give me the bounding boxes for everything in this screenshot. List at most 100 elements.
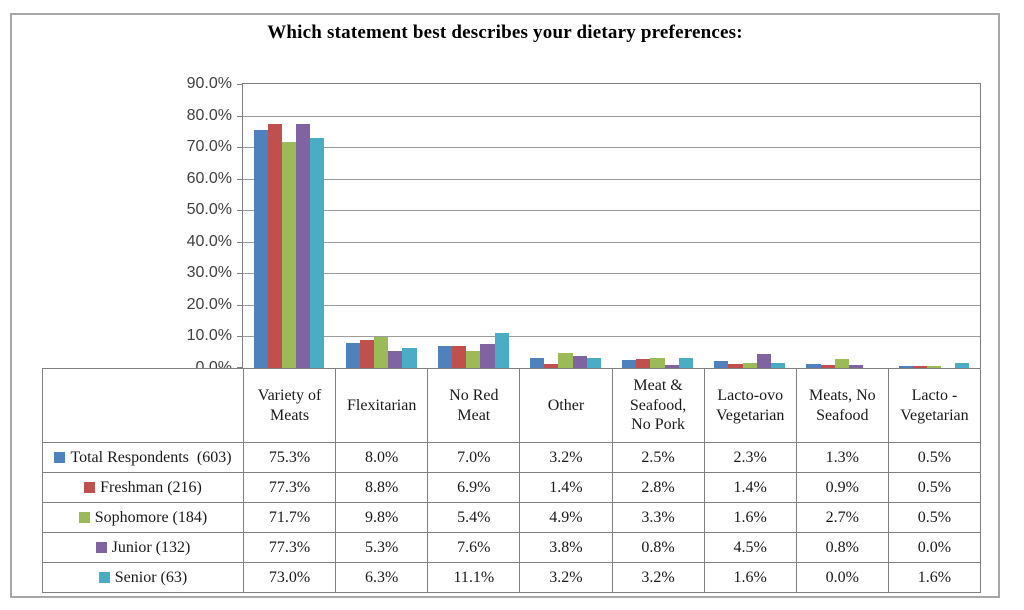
y-axis-label: 70.0% [186, 138, 232, 155]
bar-s2-c7 [926, 366, 942, 368]
value-cell-s0-c3: 3.2% [519, 442, 613, 473]
value-cell-s4-c0: 73.0% [242, 562, 337, 593]
legend-series-name: Junior (132) [111, 538, 191, 556]
category-header-3: Other [519, 368, 613, 443]
bar-s3-c5 [756, 353, 771, 368]
category-header-0: Variety of Meats [242, 368, 337, 443]
value-cell-s3-c5: 4.5% [703, 532, 797, 563]
y-axis-tick [237, 210, 243, 211]
value-cell-s3-c0: 77.3% [242, 532, 337, 563]
legend-swatch-icon [84, 481, 96, 493]
category-header-4: Meat & Seafood, No Pork [611, 368, 705, 443]
legend-cell-2: Sophomore (184) [42, 502, 244, 533]
y-axis-tick [237, 336, 243, 337]
value-cell-s1-c2: 6.9% [427, 472, 521, 503]
value-cell-s2-c2: 5.4% [427, 502, 521, 533]
value-cell-s1-c3: 1.4% [519, 472, 613, 503]
category-header-1: Flexitarian [335, 368, 429, 443]
value-cell-s0-c2: 7.0% [427, 442, 521, 473]
bar-s0-c0 [253, 130, 268, 368]
bar-s1-c4 [636, 359, 651, 368]
gridline [243, 242, 980, 243]
gridline [243, 210, 980, 211]
bar-s4-c2 [494, 332, 509, 368]
legend-series-name: Senior (63) [114, 568, 188, 586]
value-cell-s1-c6: 0.9% [795, 472, 889, 503]
bar-s4-c3 [586, 357, 601, 368]
bar-s1-c1 [359, 340, 375, 368]
value-cell-s2-c7: 0.5% [887, 502, 982, 533]
bar-s0-c6 [806, 363, 821, 368]
bar-s2-c6 [834, 359, 849, 368]
value-cell-s2-c4: 3.3% [611, 502, 705, 533]
y-axis-label: 60.0% [186, 170, 232, 187]
bar-s0-c2 [437, 345, 453, 368]
bar-s4-c0 [310, 137, 325, 368]
category-header-6: Meats, No Seafood [795, 368, 889, 443]
y-axis-tick [237, 116, 243, 117]
y-axis-label: 30.0% [186, 264, 232, 281]
y-axis-tick [237, 84, 243, 85]
legend-series-name: Sophomore (184) [94, 508, 208, 526]
value-cell-s2-c3: 4.9% [519, 502, 613, 533]
gridline [243, 147, 980, 148]
y-axis-tick [237, 273, 243, 274]
legend-cell-4: Senior (63) [42, 562, 244, 593]
bar-s4-c5 [770, 362, 786, 368]
table-row: Freshman (216) 77.3% 8.8% 6.9% 1.4% 2.8% 1.4% 0… [42, 472, 982, 503]
value-cell-s3-c3: 3.8% [519, 532, 613, 563]
value-cell-s3-c4: 0.8% [611, 532, 705, 563]
bar-s2-c1 [374, 337, 389, 368]
table-row: Sophomore (184) 71.7% 9.8% 5.4% 4.9% 3.3% 1.6%… [42, 502, 982, 533]
table-corner-cell [42, 368, 244, 443]
y-axis-label: 40.0% [186, 233, 232, 250]
value-cell-s4-c1: 6.3% [335, 562, 429, 593]
y-axis-tick [237, 147, 243, 148]
legend-swatch-icon [54, 451, 66, 463]
bar-s1-c3 [544, 363, 559, 368]
bar-s3-c4 [664, 365, 679, 368]
table-row: Junior (132) 77.3% 5.3% 7.6% 3.8% 0.8% 4.5% 0.8… [42, 532, 982, 563]
value-cell-s4-c4: 3.2% [611, 562, 705, 593]
bar-s3-c0 [296, 124, 311, 368]
value-cell-s0-c7: 0.5% [887, 442, 982, 473]
value-cell-s1-c5: 1.4% [703, 472, 797, 503]
value-cell-s3-c2: 7.6% [427, 532, 521, 563]
bar-s3-c2 [480, 344, 495, 368]
bar-s4-c1 [402, 348, 417, 368]
legend-series-name: Freshman (216) [100, 478, 202, 496]
bar-s0-c4 [622, 360, 637, 368]
bar-s0-c5 [714, 360, 729, 368]
y-axis-tick [237, 179, 243, 180]
y-axis-label: 10.0% [186, 327, 232, 344]
bar-s1-c2 [452, 346, 467, 368]
gridline [243, 336, 980, 337]
value-cell-s0-c1: 8.0% [335, 442, 429, 473]
legend-swatch-icon [98, 571, 110, 583]
y-axis-label: 20.0% [186, 296, 232, 313]
bar-s2-c0 [281, 141, 297, 368]
value-cell-s1-c0: 77.3% [242, 472, 337, 503]
value-cell-s4-c5: 1.6% [703, 562, 797, 593]
y-axis-label: 80.0% [186, 107, 232, 124]
plot-area [237, 83, 981, 369]
gridline [243, 179, 980, 180]
value-cell-s1-c4: 2.8% [611, 472, 705, 503]
data-table: Variety of Meats Flexitarian No Red Meat Ot… [42, 368, 982, 593]
bar-s2-c2 [466, 350, 481, 368]
category-header-2: No Red Meat [427, 368, 521, 443]
bar-s3-c6 [848, 365, 864, 368]
bar-s0-c7 [898, 366, 913, 368]
category-header-row: Variety of Meats Flexitarian No Red Meat Ot… [42, 368, 982, 443]
bar-s4-c7 [955, 362, 970, 368]
y-axis-tick [237, 367, 243, 368]
value-cell-s4-c6: 0.0% [795, 562, 889, 593]
bar-s0-c3 [530, 357, 545, 368]
value-cell-s2-c1: 9.8% [335, 502, 429, 533]
value-cell-s0-c0: 75.3% [242, 442, 337, 473]
bar-s1-c0 [267, 124, 282, 368]
bar-s3-c3 [572, 356, 587, 368]
value-cell-s1-c1: 8.8% [335, 472, 429, 503]
value-cell-s3-c6: 0.8% [795, 532, 889, 563]
bar-s0-c1 [345, 342, 360, 368]
